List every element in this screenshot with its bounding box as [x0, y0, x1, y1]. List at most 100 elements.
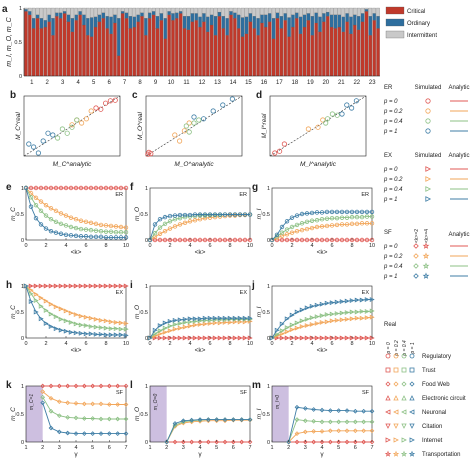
- data-point: [309, 315, 315, 321]
- x-tick-label: 0: [148, 243, 151, 249]
- x-tick-label: 10: [123, 341, 129, 347]
- series-line: [25, 187, 127, 228]
- legend-row-label: Transportation: [422, 452, 460, 458]
- x-axis-label: <k>: [195, 249, 206, 256]
- data-point: [90, 431, 96, 436]
- data-point: [369, 209, 375, 215]
- data-point: [38, 316, 44, 322]
- data-point: [106, 431, 112, 436]
- bar-critical: [356, 29, 361, 77]
- data-point: [98, 283, 104, 289]
- bar-critical: [97, 21, 102, 77]
- data-point: [69, 124, 75, 130]
- y-tick-label: 0.5: [16, 412, 24, 418]
- data-point: [187, 219, 193, 224]
- x-axis-label: <k>: [317, 347, 328, 354]
- bar-ordinary: [132, 16, 137, 28]
- data-point: [319, 335, 325, 341]
- data-point: [207, 212, 213, 217]
- data-point: [90, 416, 96, 421]
- data-point: [359, 221, 365, 226]
- bar-intermittent: [24, 7, 28, 10]
- legend-sf: SF <k>=2 <k>=4 Analytic p = 0 p = 0.2 p = 0.4 p…: [383, 229, 470, 280]
- bar-intermittent: [182, 7, 187, 17]
- data-point: [38, 303, 44, 309]
- data-point: [48, 408, 54, 414]
- data-point: [88, 108, 94, 114]
- data-point: [78, 322, 84, 328]
- data-point: [369, 439, 375, 445]
- legend-marker: [401, 395, 407, 401]
- data-point: [43, 185, 49, 191]
- bar-intermittent: [105, 7, 109, 17]
- bar-intermittent: [302, 7, 307, 15]
- bar-critical: [39, 28, 44, 77]
- data-point: [189, 417, 195, 423]
- data-point: [167, 219, 173, 224]
- data-point: [327, 408, 333, 414]
- y-tick-label: 0: [267, 440, 270, 446]
- panel-e: 0 2 4 6 8 10 0 0.5 1 <k> m_C ER: [10, 185, 129, 256]
- legend-marker: [422, 252, 430, 259]
- data-point: [191, 120, 197, 126]
- data-point: [339, 111, 345, 117]
- bar-critical: [306, 20, 311, 77]
- data-point: [319, 419, 325, 425]
- bar-critical: [329, 26, 334, 77]
- data-point: [98, 222, 104, 228]
- data-point: [242, 319, 248, 325]
- x-tick-label: 1: [148, 445, 151, 451]
- data-point: [242, 315, 248, 321]
- legend-marker: [422, 262, 430, 269]
- data-point: [81, 416, 87, 421]
- legend-marker: [409, 381, 415, 387]
- bar-intermittent: [264, 7, 268, 15]
- data-point: [123, 320, 129, 326]
- bar-intermittent: [287, 7, 291, 18]
- bar-ordinary: [74, 14, 78, 21]
- bar-critical: [178, 13, 183, 77]
- data-point: [103, 283, 109, 289]
- data-point: [113, 235, 119, 240]
- data-point: [348, 105, 355, 111]
- bar-ordinary: [337, 14, 342, 28]
- legend-row-label: p = 0.4: [383, 264, 403, 270]
- bar-critical: [70, 31, 75, 77]
- legend-row-label: Citation: [422, 424, 442, 430]
- bar-ordinary: [206, 16, 210, 32]
- legend-marker: [425, 166, 432, 172]
- x-tick-label: 3: [58, 445, 61, 451]
- bar-critical: [256, 35, 260, 77]
- data-point: [81, 431, 87, 436]
- diagonal-line: [145, 95, 243, 157]
- data-point: [73, 312, 79, 318]
- bar-intermittent: [356, 7, 361, 17]
- data-point: [63, 328, 69, 334]
- data-point: [162, 325, 168, 331]
- data-point: [167, 318, 173, 324]
- plot-frame: [25, 187, 127, 241]
- legend-swatch-ordinary: [385, 18, 405, 27]
- bar-ordinary: [275, 12, 280, 19]
- series-line: [288, 406, 372, 443]
- panel-j: 0 2 4 6 8 10 0 0.5 1 <k> m_I EX: [256, 284, 375, 354]
- data-point: [205, 439, 211, 445]
- series-line: [288, 430, 372, 443]
- data-point: [324, 312, 330, 318]
- data-point: [349, 298, 355, 304]
- data-point: [88, 324, 94, 330]
- bar-intermittent: [117, 7, 121, 19]
- y-tick-label: 0.5: [140, 412, 148, 418]
- bar-ordinary: [295, 12, 299, 19]
- data-point: [68, 329, 74, 335]
- y-tick-label: 1: [21, 384, 24, 390]
- legend-marker: [422, 242, 430, 249]
- bar-intermittent: [202, 7, 206, 14]
- data-point: [113, 326, 119, 332]
- data-point: [205, 417, 211, 422]
- bar-critical: [24, 11, 28, 77]
- bar-ordinary: [182, 16, 187, 29]
- bar-intermittent: [136, 7, 140, 15]
- bar-intermittent: [329, 7, 334, 15]
- bar-critical: [194, 20, 198, 77]
